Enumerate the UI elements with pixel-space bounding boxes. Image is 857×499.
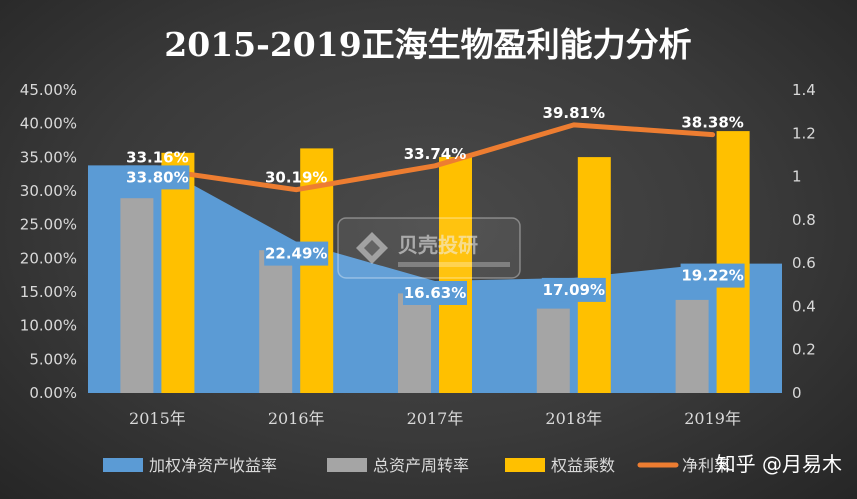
right-axis-tick-1: 0.2 [792, 341, 816, 359]
right-axis-tick-6: 1.2 [792, 124, 816, 142]
data-label-net-margin-4: 38.38% [681, 114, 743, 132]
watermark-logo-icon [356, 232, 388, 264]
data-label-box-roe-4 [680, 263, 745, 288]
bar-equity-multiplier-2 [439, 157, 472, 393]
axes-layer: 0.00% 5.00% 10.00% 15.00% 20.00% 25.00% 30.00%… [20, 81, 816, 428]
data-labels-layer: 33.16% 30.19% 33.74% 39.81% 38.38% 33.80% 22.4… [125, 104, 745, 305]
line-layer [154, 122, 716, 193]
watermark-frame [337, 217, 521, 279]
left-axis-tick-3: 15.00% [20, 283, 77, 301]
data-label-net-margin-0: 33.16% [126, 149, 188, 167]
data-label-box-roe-0 [125, 165, 190, 190]
bar-asset-turnover-3 [536, 308, 570, 393]
left-axis-tick-1: 5.00% [29, 350, 77, 368]
x-axis-tick-2: 2017年 [407, 409, 464, 428]
left-axis-tick-8: 40.00% [20, 115, 77, 133]
legend-item-roe-label: 加权净资产收益率 [149, 456, 277, 475]
right-axis-tick-2: 0.4 [792, 297, 816, 315]
bar-asset-turnover-2 [398, 293, 431, 393]
legend: 加权净资产收益率 总资产周转率 权益乘数 净利率 [103, 456, 730, 475]
x-axis-tick-3: 2018年 [545, 409, 602, 428]
right-axis-tick-4: 0.8 [792, 211, 816, 229]
bars-layer [120, 131, 750, 393]
bar-equity-multiplier-0 [161, 152, 195, 393]
data-label-box-roe-3 [541, 277, 606, 302]
left-axis-tick-0: 0.00% [29, 384, 77, 402]
left-axis-tick-7: 35.00% [20, 148, 77, 166]
bar-equity-multiplier-4 [716, 131, 750, 393]
x-axis-tick-4: 2019年 [684, 409, 741, 428]
data-label-box-roe-2 [403, 281, 467, 305]
bar-asset-turnover-1 [259, 250, 293, 393]
legend-item-equity-multiplier-label: 权益乘数 [551, 456, 615, 475]
legend-item-net-margin-label: 净利率 [682, 456, 730, 475]
watermark: 贝壳投研 [337, 217, 521, 279]
right-axis-tick-5: 1 [792, 168, 802, 186]
bar-asset-turnover-4 [675, 299, 709, 393]
data-label-box-roe-1 [264, 241, 329, 266]
legend-item-asset-turnover-label: 总资产周转率 [373, 456, 469, 475]
right-axis-tick-0: 0 [792, 384, 802, 402]
left-axis-tick-6: 30.00% [20, 182, 77, 200]
legend-item-equity-multiplier-swatch [505, 458, 545, 472]
line-series-net-margin [154, 122, 716, 193]
watermark-brand: 贝壳投研 [398, 233, 478, 257]
credit-text: 知乎 @月易木 [716, 452, 842, 476]
bar-equity-multiplier-3 [577, 157, 611, 393]
legend-item-asset-turnover-swatch [327, 458, 367, 472]
legend-item-roe-swatch [103, 458, 143, 472]
right-axis-tick-3: 0.6 [792, 254, 816, 272]
data-label-roe-4: 19.22% [681, 267, 743, 285]
left-axis-tick-4: 20.00% [20, 249, 77, 267]
data-label-roe-2: 16.63% [404, 284, 466, 302]
chart-title: 2015-2019正海生物盈利能力分析 [164, 25, 691, 64]
data-label-net-margin-3: 39.81% [543, 104, 605, 122]
x-axis-tick-0: 2015年 [129, 409, 186, 428]
data-label-roe-1: 22.49% [265, 245, 327, 263]
left-axis-tick-9: 45.00% [20, 81, 77, 99]
right-axis-tick-7: 1.4 [792, 81, 816, 99]
bar-asset-turnover-0 [120, 198, 154, 393]
watermark-tagline-scribble [398, 262, 510, 267]
left-axis-tick-2: 10.00% [20, 317, 77, 335]
data-label-roe-0: 33.80% [126, 168, 188, 186]
data-label-roe-3: 17.09% [543, 281, 605, 299]
data-label-net-margin-1: 30.19% [265, 169, 327, 187]
data-label-net-margin-2: 33.74% [404, 145, 466, 163]
x-axis-tick-1: 2016年 [268, 409, 325, 428]
left-axis-tick-5: 25.00% [20, 216, 77, 234]
